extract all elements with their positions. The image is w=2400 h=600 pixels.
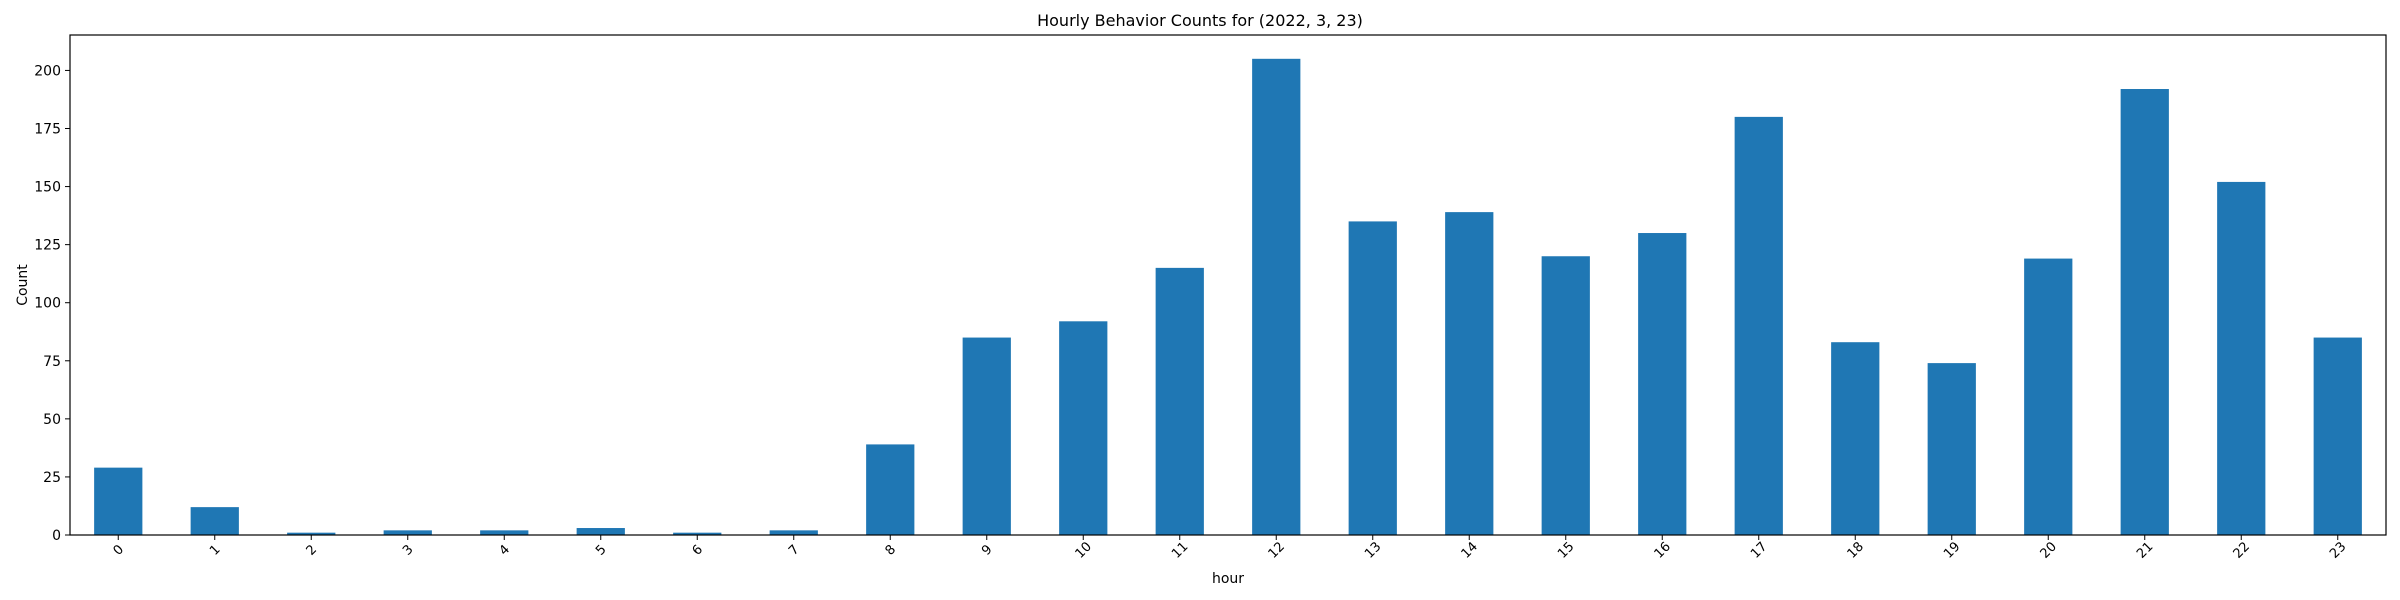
x-tick-label: 11 xyxy=(1169,539,1191,561)
x-tick-label: 2 xyxy=(304,542,320,558)
bar-hour-20 xyxy=(2024,258,2073,535)
bar-hour-18 xyxy=(1831,342,1880,535)
bar-hour-1 xyxy=(190,507,239,535)
y-tick-label: 200 xyxy=(34,63,61,79)
x-tick-label: 23 xyxy=(2327,539,2349,561)
y-tick-label: 125 xyxy=(34,238,61,254)
x-tick-label: 16 xyxy=(1652,539,1674,561)
y-tick-label: 50 xyxy=(43,412,61,428)
y-axis-label: Count xyxy=(15,264,31,306)
bar-hour-22 xyxy=(2217,181,2266,536)
x-tick-label: 10 xyxy=(1073,539,1095,561)
y-tick-label: 75 xyxy=(43,354,61,370)
x-tick-label: 17 xyxy=(1748,539,1770,561)
bar-hour-14 xyxy=(1445,212,1494,535)
x-tick-label: 0 xyxy=(111,542,127,558)
x-axis-label: hour xyxy=(1212,571,1244,587)
x-axis-ticks: 0 1 2 3 4 5 6 7 8 9 10 11 12 13 14 15 16 17 18 19 20 21 22 23 xyxy=(111,535,2349,562)
x-tick-label: 13 xyxy=(1362,539,1384,561)
x-tick-label: 7 xyxy=(786,542,802,558)
bar-hour-2 xyxy=(287,532,336,535)
bar-hour-19 xyxy=(1927,363,1976,535)
bar-hour-12 xyxy=(1252,58,1301,536)
bar-hour-23 xyxy=(2313,337,2362,535)
bar-hour-21 xyxy=(2120,89,2169,535)
x-tick-label: 18 xyxy=(1845,539,1867,561)
y-tick-label: 175 xyxy=(34,121,61,137)
y-tick-label: 0 xyxy=(52,528,61,544)
x-tick-label: 14 xyxy=(1459,539,1481,561)
x-tick-label: 4 xyxy=(497,542,513,558)
x-tick-label: 15 xyxy=(1555,539,1577,561)
chart-title: Hourly Behavior Counts for (2022, 3, 23) xyxy=(1037,11,1363,30)
x-tick-label: 1 xyxy=(207,542,223,558)
bar-hour-7 xyxy=(769,530,818,535)
bar-hour-5 xyxy=(576,528,625,535)
bar-hour-13 xyxy=(1348,221,1397,535)
y-tick-label: 100 xyxy=(34,296,61,312)
x-tick-label: 8 xyxy=(883,542,899,558)
x-tick-label: 6 xyxy=(690,542,706,558)
y-tick-label: 25 xyxy=(43,470,61,486)
x-tick-label: 5 xyxy=(593,542,609,558)
y-tick-label: 150 xyxy=(34,180,61,196)
bar-hour-4 xyxy=(480,530,529,535)
bar-hour-11 xyxy=(1155,267,1204,535)
bar-hour-3 xyxy=(383,530,432,535)
x-tick-label: 21 xyxy=(2134,539,2156,561)
bar-hour-9 xyxy=(962,337,1011,535)
plot-frame xyxy=(69,34,2387,536)
bars xyxy=(94,58,2362,536)
y-axis-ticks: 0 25 50 75 100 125 150 175 200 xyxy=(34,63,70,544)
bar-hour-8 xyxy=(866,444,915,535)
bar-hour-15 xyxy=(1541,256,1590,535)
x-tick-label: 22 xyxy=(2231,539,2253,561)
x-tick-label: 12 xyxy=(1266,539,1288,561)
bar-hour-6 xyxy=(673,532,722,535)
x-tick-label: 19 xyxy=(1941,539,1963,561)
x-tick-label: 9 xyxy=(979,542,995,558)
bar-hour-0 xyxy=(94,467,143,535)
x-tick-label: 3 xyxy=(400,542,416,558)
bar-hour-10 xyxy=(1059,321,1108,535)
x-tick-label: 20 xyxy=(2038,539,2060,561)
bar-hour-17 xyxy=(1734,116,1783,535)
bar-hour-16 xyxy=(1638,233,1687,535)
